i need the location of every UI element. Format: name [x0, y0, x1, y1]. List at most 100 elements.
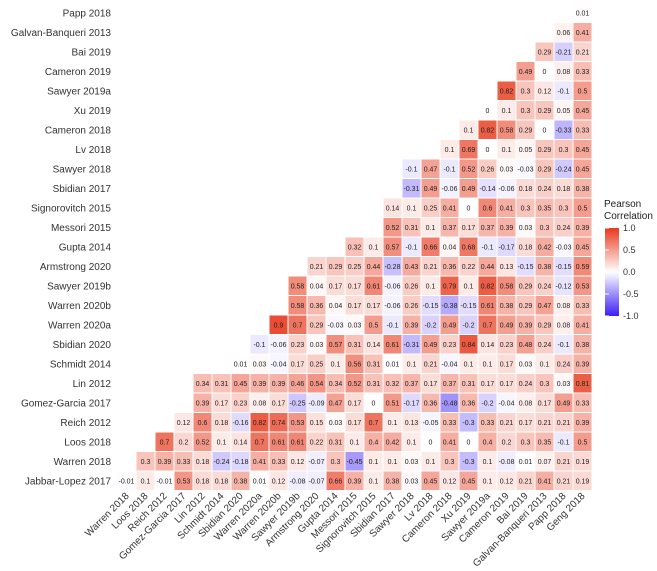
cell-value: 0.39	[253, 381, 267, 388]
cell-value: 0.18	[519, 186, 533, 193]
cell-value: 0.1	[483, 478, 493, 485]
cell-value: 0.24	[538, 342, 552, 349]
cell-value: 0.17	[462, 225, 476, 232]
cell-value: 0.82	[481, 283, 495, 290]
cell-value: 0.3	[331, 459, 341, 466]
cell-value: -0.07	[309, 459, 325, 466]
cell-value: 0.39	[576, 420, 590, 427]
cell-value: 0.34	[196, 381, 210, 388]
cell-value: 0.03	[329, 420, 343, 427]
cell-value: -0.03	[556, 244, 572, 251]
cell-value: 0.5	[578, 439, 588, 446]
y-axis-label: Sawyer 2018	[53, 164, 112, 175]
cell-value: 0.1	[407, 205, 417, 212]
cell-value: 0.39	[519, 322, 533, 329]
cell-value: -0.28	[385, 264, 401, 271]
cell-value: 0.14	[367, 342, 381, 349]
y-axis-label: Sawyer 2019a	[47, 86, 111, 97]
cell-value: 0.21	[538, 420, 552, 427]
cell-value: 0.57	[329, 342, 343, 349]
cell-value: 0.38	[576, 342, 590, 349]
cell-value: 0.17	[367, 303, 381, 310]
cell-value: -0.24	[214, 459, 230, 466]
cell-value: 0.03	[519, 361, 533, 368]
cell-value: 0.03	[405, 478, 419, 485]
cell-value: 0.44	[367, 264, 381, 271]
cell-value: 0.17	[329, 283, 343, 290]
cell-value: 0.24	[538, 186, 552, 193]
cell-value: 0.52	[462, 166, 476, 173]
cell-value: 0.17	[500, 381, 514, 388]
y-axis-label: Xu 2019	[74, 106, 112, 117]
cell-value: 0.45	[576, 166, 590, 173]
cell-value: -0.24	[556, 166, 572, 173]
cell-value: 0.33	[272, 459, 286, 466]
cell-value: 0.69	[462, 147, 476, 154]
cell-value: 0	[486, 147, 490, 154]
cell-value: 0.41	[443, 205, 457, 212]
cell-value: -0.09	[309, 400, 325, 407]
cell-value: 0.53	[177, 478, 191, 485]
cell-value: -0.2	[462, 322, 474, 329]
cell-value: 0.08	[557, 322, 571, 329]
cell-value: 0.1	[483, 361, 493, 368]
cell-value: 0.49	[424, 186, 438, 193]
cell-value: 0.32	[386, 381, 400, 388]
cell-value: 0.7	[293, 322, 303, 329]
cell-value: 0.31	[348, 342, 362, 349]
y-axis-label: Messori 2015	[51, 223, 111, 234]
cell-value: -0.06	[385, 283, 401, 290]
cell-value: 0.24	[557, 361, 571, 368]
cell-value: -0.31	[404, 342, 420, 349]
cell-value: 0.45	[462, 478, 476, 485]
cell-value: 0.61	[272, 439, 286, 446]
cell-value: 0.61	[386, 342, 400, 349]
cell-value: 0.12	[177, 420, 191, 427]
cell-value: 0.01	[576, 10, 590, 17]
cell-value: 0.17	[538, 400, 552, 407]
cell-value: 0.08	[557, 303, 571, 310]
cell-value: 0.49	[443, 322, 457, 329]
cell-value: 0.17	[348, 303, 362, 310]
cell-value: 0.47	[538, 303, 552, 310]
legend: Pearson Correlation 1.0 0.5 0.0 -0.5 -1.0	[604, 199, 653, 321]
y-axis-label: Warren 2020b	[48, 301, 111, 312]
cell-value: -0.45	[347, 459, 363, 466]
cell-value: -0.1	[405, 244, 417, 251]
cell-value: 0.12	[500, 478, 514, 485]
cell-value: 0.7	[483, 322, 493, 329]
cell-value: 0.21	[519, 478, 533, 485]
cell-value: 0.1	[141, 478, 151, 485]
cell-value: 0.36	[462, 400, 476, 407]
cell-value: 0.19	[576, 478, 590, 485]
cell-value: 0.17	[291, 361, 305, 368]
cell-value: 0.52	[196, 439, 210, 446]
cell-value: -0.1	[557, 342, 569, 349]
cell-value: 0.66	[424, 244, 438, 251]
y-axis-label: Lin 2012	[73, 379, 112, 390]
cell-value: -0.03	[518, 166, 534, 173]
y-axis-label: Sawyer 2019b	[47, 281, 111, 292]
cell-value: 0.15	[310, 420, 324, 427]
cell-value: 0.01	[234, 361, 248, 368]
cell-value: -0.04	[499, 400, 515, 407]
cell-value: 0.25	[348, 264, 362, 271]
legend-tick-label: -1.0	[623, 311, 639, 321]
cell-value: 0.18	[196, 459, 210, 466]
cell-value: 0.12	[291, 459, 305, 466]
cell-value: 0.1	[502, 147, 512, 154]
cell-value: 0.37	[443, 225, 457, 232]
cell-value: 0.52	[348, 381, 362, 388]
cell-value: 0.38	[500, 303, 514, 310]
cell-value: 0	[543, 69, 547, 76]
cell-value: 0.58	[500, 283, 514, 290]
heatmap-cells	[116, 2, 593, 491]
cell-value: -0.04	[271, 361, 287, 368]
cell-value: 0.1	[483, 459, 493, 466]
cell-value: 0.39	[500, 225, 514, 232]
cell-value: 0.41	[576, 30, 590, 37]
cell-value: 0.14	[234, 439, 248, 446]
cell-value: 0.14	[386, 205, 400, 212]
cell-value: 0.17	[500, 361, 514, 368]
cell-value: -0.14	[480, 186, 496, 193]
